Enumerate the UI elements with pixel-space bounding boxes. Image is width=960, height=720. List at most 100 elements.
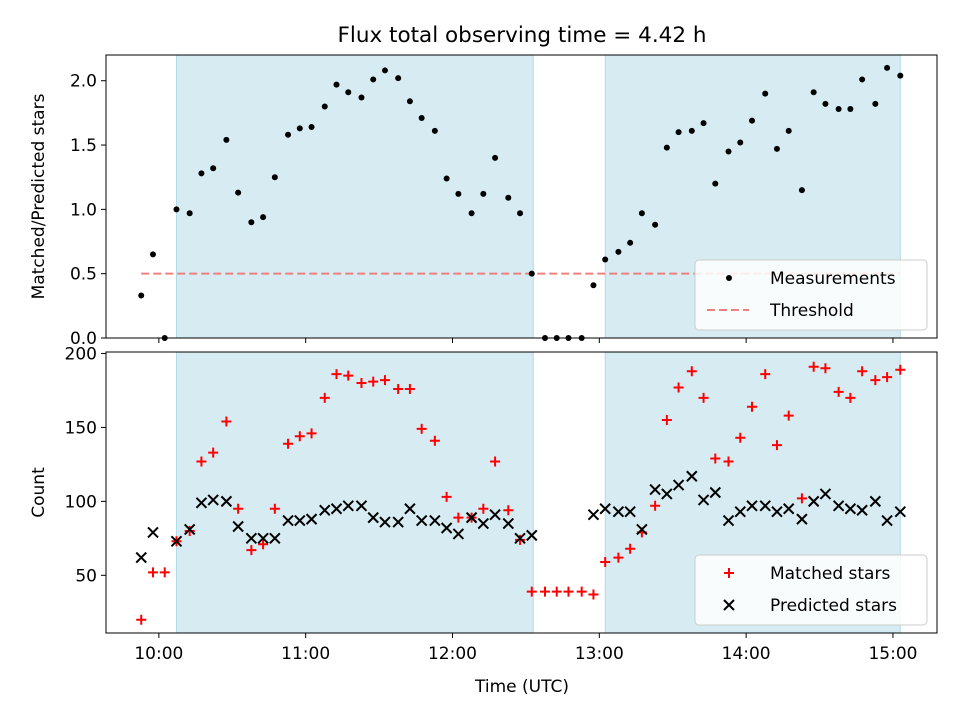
y-tick-label: 1.0	[70, 200, 97, 220]
predicted-star-point	[232, 520, 244, 533]
predicted-star-point	[415, 514, 428, 527]
predicted-star-point	[330, 503, 343, 515]
matched-star-point	[221, 416, 232, 427]
predicted-star-point	[404, 503, 416, 515]
legend: Matched stars Predicted stars	[694, 554, 928, 626]
matched-star-point	[306, 428, 317, 439]
x-ticks	[158, 338, 894, 343]
predicted-star-point	[342, 500, 354, 512]
matched-star-point	[319, 392, 330, 403]
predicted-star-point	[844, 503, 857, 515]
measurement-point	[798, 187, 805, 194]
predicted-star-point	[440, 522, 453, 534]
matched-star-point	[147, 567, 158, 578]
legend-label: Measurements	[770, 269, 896, 289]
measurement-point	[285, 131, 292, 138]
series-predicted-stars	[135, 470, 907, 564]
measurement-point	[810, 89, 817, 96]
measurement-point	[418, 115, 425, 122]
series-measurements	[138, 64, 904, 341]
y-axis-label: Count	[29, 467, 49, 518]
y-axis-label: Matched/Predicted stars	[29, 93, 49, 299]
matched-star-point	[576, 586, 587, 597]
y-tick-label: 150	[65, 418, 97, 438]
legend-measurement-marker	[726, 275, 732, 281]
predicted-star-point	[502, 517, 514, 530]
y-tick-label: 200	[65, 344, 97, 364]
measurement-point	[847, 106, 854, 113]
matched-star-point	[379, 375, 390, 386]
predicted-star-point	[807, 495, 820, 508]
measurement-point	[835, 106, 842, 113]
measurement-point	[333, 81, 340, 88]
measurement-point	[468, 210, 475, 217]
measurement-point	[235, 189, 242, 196]
measurement-point	[638, 210, 645, 217]
predicted-star-point	[282, 514, 294, 527]
measurement-point	[725, 148, 732, 155]
predicted-star-point	[257, 532, 269, 545]
measurement-point	[590, 282, 597, 289]
matched-star-point	[515, 534, 526, 545]
observing-interval	[175, 351, 534, 634]
matched-star-point	[478, 503, 489, 514]
matched-star-point	[551, 586, 562, 597]
matched-star-point	[294, 431, 305, 442]
measurement-point	[321, 103, 328, 110]
measurement-point	[884, 64, 891, 71]
y-tick-label: 0.0	[70, 329, 97, 349]
measurement-point	[492, 154, 499, 161]
measurement-point	[345, 89, 352, 96]
predicted-star-point	[245, 532, 258, 545]
measurement-point	[749, 117, 756, 124]
matched-star-point	[820, 363, 831, 374]
matched-star-point	[233, 503, 244, 514]
predicted-star-point	[392, 516, 404, 528]
matched-star-point	[196, 456, 207, 467]
matched-star-point	[796, 493, 807, 504]
predicted-star-point	[269, 532, 281, 545]
matched-star-point	[343, 370, 354, 381]
predicted-star-point	[636, 523, 648, 536]
measurement-point	[381, 67, 388, 74]
predicted-star-point	[734, 506, 746, 518]
predicted-star-point	[832, 500, 845, 512]
measurement-point	[615, 248, 622, 255]
predicted-star-point	[672, 479, 685, 491]
measurement-point	[248, 219, 255, 226]
axes-frame	[105, 54, 938, 339]
measurement-point	[822, 100, 829, 107]
predicted-star-point	[612, 506, 625, 518]
predicted-star-point	[661, 488, 673, 500]
measurement-point	[296, 125, 303, 132]
predicted-star-point	[429, 514, 441, 527]
predicted-star-point	[881, 514, 893, 527]
predicted-star-point	[367, 511, 379, 524]
predicted-star-point	[170, 535, 183, 548]
measurement-point	[138, 292, 145, 299]
predicted-star-point	[147, 526, 159, 539]
matched-star-point	[857, 366, 868, 377]
matched-star-point	[760, 369, 771, 380]
measurement-point	[785, 127, 792, 134]
measurement-point	[308, 124, 315, 131]
y-tick-label: 50	[75, 566, 97, 586]
predicted-star-point	[319, 504, 331, 516]
measurement-point	[455, 190, 462, 197]
x-tick-label: 10:00	[134, 644, 183, 664]
measurement-point	[186, 210, 193, 217]
predicted-star-point	[649, 483, 661, 496]
predicted-star-point	[709, 486, 722, 499]
matched-star-point	[429, 435, 440, 446]
legend: Measurements Threshold	[694, 259, 928, 331]
predicted-star-point	[305, 513, 318, 525]
legend-box	[694, 554, 928, 626]
matched-star-point	[661, 415, 672, 426]
legend-label: Matched stars	[770, 564, 890, 584]
predicted-star-point	[796, 513, 808, 525]
matched-star-point	[563, 586, 574, 597]
matched-star-point	[283, 438, 294, 449]
measurement-point	[700, 120, 707, 127]
matched-star-point	[441, 491, 452, 502]
predicted-star-point	[722, 514, 735, 527]
